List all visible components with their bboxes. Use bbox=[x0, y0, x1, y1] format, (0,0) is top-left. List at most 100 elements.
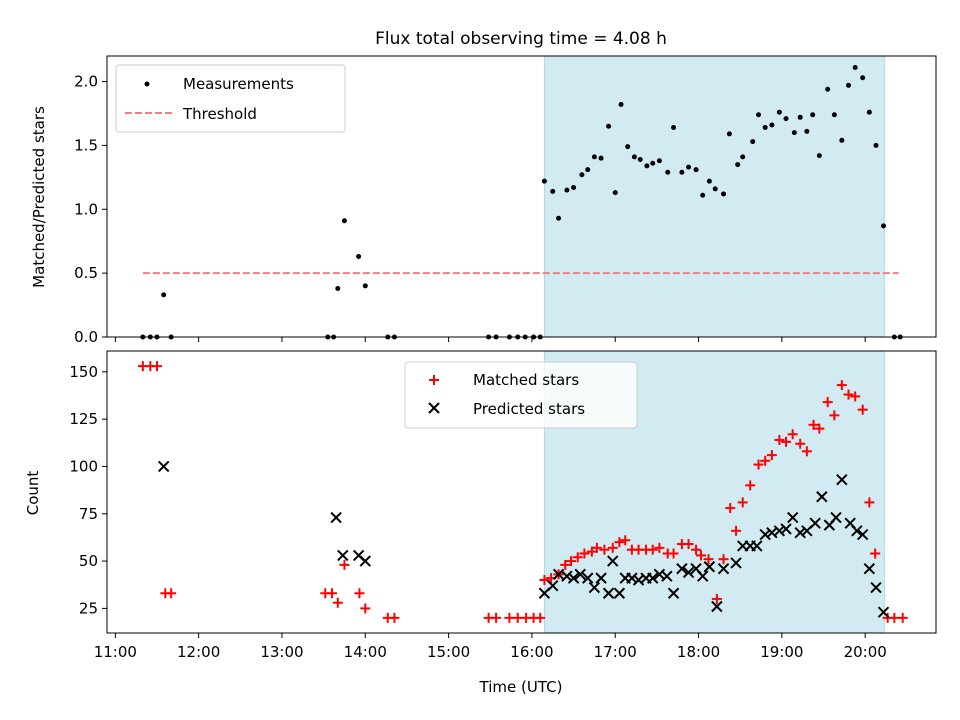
measurement-point bbox=[631, 154, 637, 160]
measurement-point bbox=[700, 192, 706, 198]
matched-stars-point bbox=[745, 480, 756, 491]
measurement-point bbox=[721, 191, 727, 197]
y-tick-label: 150 bbox=[69, 363, 98, 381]
predicted-stars-point bbox=[359, 555, 371, 567]
predicted-stars-point bbox=[595, 572, 607, 584]
measurement-point bbox=[335, 285, 341, 291]
measurement-point bbox=[606, 123, 612, 129]
measurement-point bbox=[650, 160, 656, 166]
ratio-y-axis-label: Matched/Predicted stars bbox=[30, 106, 48, 288]
measurement-point bbox=[618, 102, 624, 108]
matched-stars-point bbox=[836, 380, 847, 391]
y-tick-label: 0.5 bbox=[74, 264, 98, 282]
predicted-stars-point bbox=[582, 572, 594, 584]
measurement-point bbox=[693, 167, 699, 173]
matched-stars-point bbox=[354, 588, 365, 599]
measurement-point bbox=[679, 169, 685, 175]
measurement-point bbox=[712, 186, 718, 192]
x-tick-label: 12:00 bbox=[177, 643, 220, 661]
measurement-point bbox=[839, 137, 845, 143]
measurement-point bbox=[881, 223, 887, 229]
measurement-point bbox=[825, 86, 831, 92]
predicted-stars-point bbox=[567, 572, 580, 584]
matched-stars-point bbox=[718, 554, 729, 565]
predicted-stars-point bbox=[856, 528, 869, 541]
x-tick-label: 16:00 bbox=[510, 643, 553, 661]
legend-matched-label: Matched stars bbox=[473, 371, 579, 389]
predicted-stars-point bbox=[682, 566, 695, 579]
y-tick-label: 0.0 bbox=[74, 328, 98, 346]
y-tick-label: 2.0 bbox=[74, 73, 98, 91]
predicted-stars-point bbox=[730, 557, 742, 569]
predicted-stars-point bbox=[877, 606, 890, 618]
predicted-stars-point bbox=[588, 581, 601, 594]
measurement-point bbox=[637, 156, 643, 162]
predicted-stars-point bbox=[870, 581, 882, 594]
matched-stars-point bbox=[814, 423, 825, 434]
measurement-point bbox=[726, 131, 732, 137]
x-tick-label: 18:00 bbox=[677, 643, 720, 661]
x-tick-label: 19:00 bbox=[760, 643, 803, 661]
measurement-point bbox=[816, 153, 822, 159]
predicted-stars-point bbox=[602, 587, 615, 599]
matched-stars-point bbox=[795, 438, 806, 449]
predicted-stars-point bbox=[711, 600, 723, 613]
predicted-stars-point bbox=[647, 572, 659, 584]
matched-stars-point bbox=[897, 612, 908, 623]
measurement-point bbox=[541, 178, 547, 184]
matched-stars-point bbox=[864, 497, 875, 508]
ratio-panel: 0.00.51.01.52.0 Matched/Predicted stars … bbox=[30, 55, 937, 346]
predicted-stars-point bbox=[574, 568, 586, 581]
measurement-point bbox=[791, 130, 797, 136]
predicted-stars-point bbox=[836, 473, 848, 486]
measurement-point bbox=[769, 122, 775, 128]
y-tick-label: 1.0 bbox=[74, 200, 98, 218]
legend-measurements-marker bbox=[144, 81, 150, 87]
measurement-point bbox=[846, 82, 852, 88]
matched-stars-point bbox=[703, 554, 714, 565]
predicted-stars-point bbox=[809, 517, 821, 529]
predicted-stars-point bbox=[851, 525, 863, 537]
measurement-point bbox=[598, 155, 604, 161]
x-tick-label: 11:00 bbox=[94, 643, 137, 661]
matched-stars-point bbox=[326, 588, 337, 599]
predicted-stars-point bbox=[759, 528, 771, 541]
measurement-point bbox=[810, 112, 816, 118]
matched-stars-point bbox=[332, 597, 343, 608]
y-tick-label: 50 bbox=[79, 552, 98, 570]
measurement-point bbox=[571, 185, 577, 191]
measurement-point bbox=[866, 109, 872, 115]
measurement-point bbox=[161, 292, 167, 298]
predicted-stars-point bbox=[337, 549, 349, 562]
measurement-point bbox=[362, 283, 368, 289]
measurement-point bbox=[356, 254, 362, 260]
measurement-point bbox=[341, 218, 347, 224]
matched-stars-point bbox=[737, 497, 748, 508]
matched-stars-point bbox=[360, 603, 371, 614]
measurement-point bbox=[750, 139, 756, 145]
predicted-stars-point bbox=[786, 511, 799, 524]
matched-stars-point bbox=[535, 612, 546, 623]
predicted-stars-point bbox=[330, 511, 342, 524]
matched-stars-point bbox=[339, 559, 350, 570]
y-tick-label: 75 bbox=[79, 505, 98, 523]
measurement-point bbox=[706, 178, 712, 184]
matched-stars-point bbox=[614, 537, 625, 548]
matched-stars-point bbox=[760, 455, 771, 466]
count-panel-frame bbox=[106, 350, 937, 634]
x-tick-label: 17:00 bbox=[594, 643, 637, 661]
predicted-stars-point bbox=[751, 540, 763, 552]
count-legend: Matched stars Predicted stars bbox=[404, 361, 638, 429]
predicted-stars-point bbox=[794, 526, 806, 539]
measurement-point bbox=[804, 128, 810, 134]
predicted-stars-point bbox=[552, 568, 565, 581]
matched-stars-point bbox=[572, 552, 583, 563]
matched-stars-point bbox=[766, 450, 777, 461]
matched-stars-point bbox=[696, 550, 707, 561]
measurement-point bbox=[671, 125, 677, 131]
matched-stars-point bbox=[725, 503, 736, 514]
matched-stars-point bbox=[579, 548, 590, 559]
x-tick-label: 13:00 bbox=[260, 643, 303, 661]
matched-stars-point bbox=[808, 419, 819, 430]
